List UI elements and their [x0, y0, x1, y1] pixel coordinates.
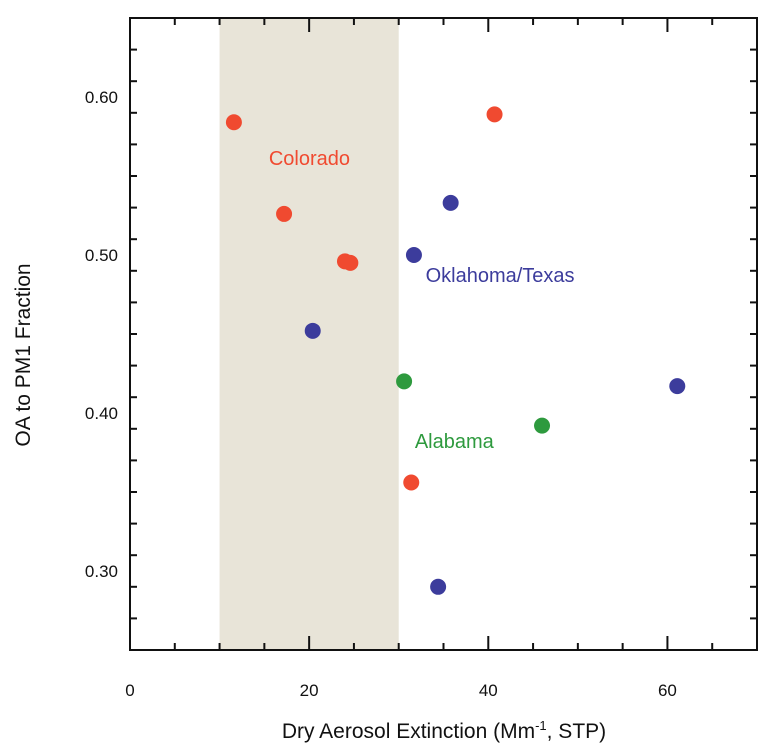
- x-axis-label-tail: , STP): [547, 720, 607, 743]
- series-annotations: Colorado Oklahoma/Texas Alabama: [269, 148, 575, 453]
- data-point-oklahoma-texas: [442, 194, 459, 211]
- data-point-colorado: [276, 205, 293, 222]
- plot-frame: [129, 17, 758, 651]
- y-tick-label: 0.30: [85, 562, 118, 581]
- x-axis-label-main: Dry Aerosol Extinction (Mm: [282, 720, 535, 743]
- data-point-colorado: [225, 114, 242, 131]
- series-label-oklahoma-texas: Oklahoma/Texas: [426, 265, 575, 287]
- data-point-colorado: [342, 254, 359, 271]
- data-point-colorado: [403, 474, 420, 491]
- y-tick-label: 0.60: [85, 88, 118, 107]
- y-tick-label: 0.40: [85, 404, 118, 423]
- y-tick-label: 0.50: [85, 246, 118, 265]
- data-point-alabama: [396, 373, 413, 390]
- data-point-oklahoma-texas: [405, 247, 422, 263]
- data-points: [225, 106, 686, 595]
- x-tick-label: 0: [125, 681, 134, 700]
- y-axis-label: OA to PM1 Fraction: [12, 263, 35, 446]
- data-point-oklahoma-texas: [669, 378, 686, 395]
- x-axis-label-superscript: -1: [535, 718, 547, 733]
- x-tick-label: 20: [300, 681, 319, 700]
- series-label-colorado: Colorado: [269, 148, 350, 170]
- x-tick-label: 60: [658, 681, 677, 700]
- data-point-oklahoma-texas: [304, 322, 321, 339]
- data-point-colorado: [486, 106, 503, 123]
- tick-labels: 0 20 40 60 0.30 0.40 0.50 0.60: [85, 88, 677, 700]
- x-axis-label: Dry Aerosol Extinction (Mm-1, STP): [282, 718, 606, 743]
- data-point-alabama: [534, 417, 551, 434]
- series-label-alabama: Alabama: [415, 431, 495, 453]
- data-point-oklahoma-texas: [430, 578, 447, 595]
- x-tick-label: 40: [479, 681, 498, 700]
